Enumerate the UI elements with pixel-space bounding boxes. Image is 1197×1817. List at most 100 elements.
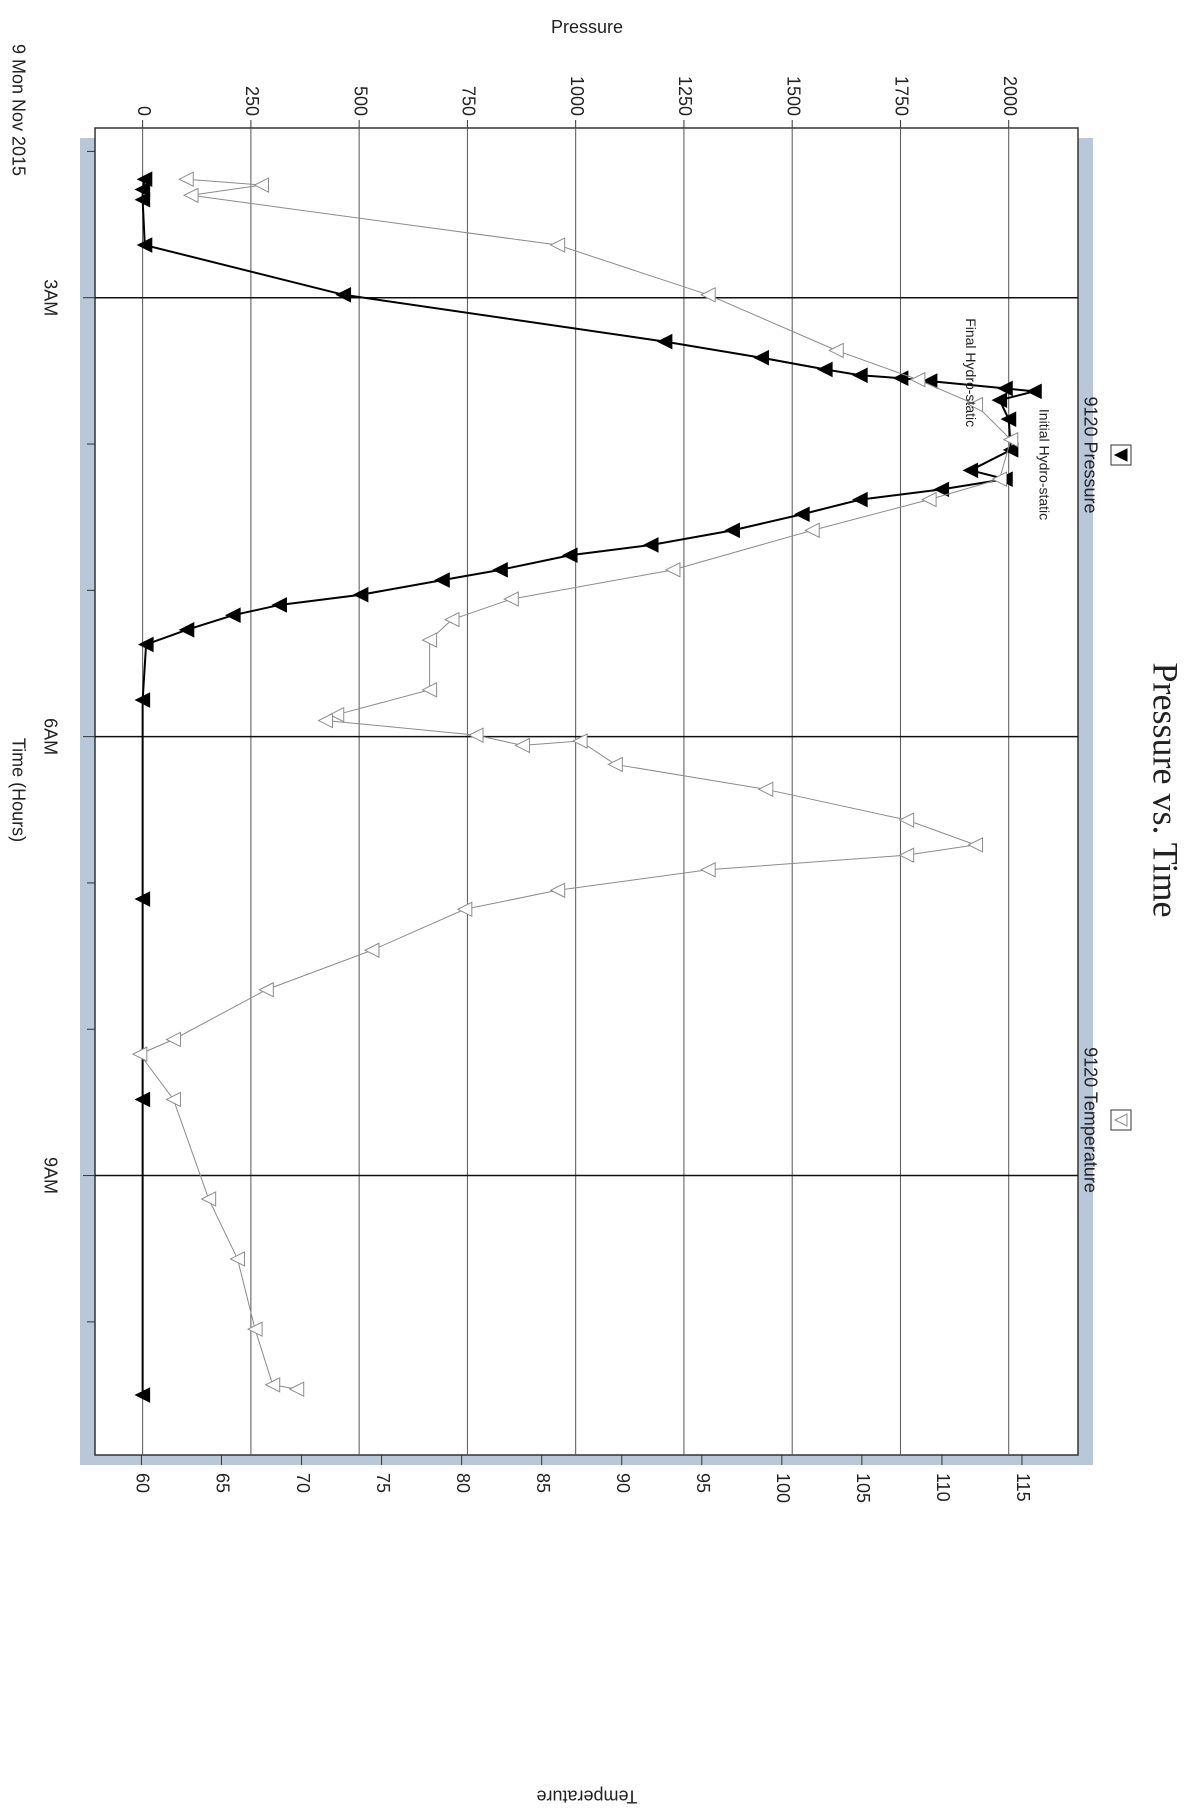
chart-title: Pressure vs. Time	[1146, 662, 1186, 917]
data-marker	[131, 1046, 148, 1062]
data-marker	[757, 781, 774, 798]
data-marker	[134, 181, 151, 198]
plot-area	[94, 127, 1079, 1456]
y2-tick-label: 75	[373, 1473, 393, 1493]
data-marker	[456, 901, 473, 918]
y2-tick-label: 105	[853, 1473, 873, 1503]
data-marker	[991, 392, 1008, 408]
data-marker	[997, 380, 1013, 397]
data-marker	[134, 1387, 151, 1403]
data-marker	[549, 237, 566, 253]
y-tick-label: 1500	[783, 76, 803, 116]
y-tick-label: 2000	[1000, 76, 1020, 116]
y2-tick-label: 85	[533, 1473, 553, 1493]
rotated-chart: Pressure vs. Time 9 Mon Nov 2015 Time (H…	[8, 17, 1185, 1807]
data-marker	[288, 1381, 305, 1397]
data-marker	[134, 1091, 151, 1108]
y2-tick-label: 65	[213, 1473, 233, 1493]
y2-tick-label: 60	[133, 1473, 153, 1493]
data-marker	[200, 1191, 217, 1207]
data-marker	[363, 942, 380, 959]
data-marker	[909, 371, 926, 388]
data-marker	[137, 636, 154, 653]
y2-tick-label: 90	[613, 1473, 633, 1493]
y2-tick-label: 80	[453, 1473, 473, 1493]
date-label: 9 Mon Nov 2015	[8, 44, 28, 176]
data-marker	[852, 491, 868, 508]
data-marker	[492, 562, 508, 578]
y2-axis-title: Temperature	[536, 1786, 637, 1806]
data-marker	[920, 491, 937, 508]
y2-tick-label: 115	[1013, 1473, 1033, 1502]
data-marker	[933, 481, 950, 498]
data-marker	[700, 286, 716, 303]
data-marker	[246, 1321, 263, 1337]
data-marker	[443, 611, 460, 628]
annotation: Initial Hydro-static	[1037, 409, 1053, 520]
data-marker	[724, 522, 740, 539]
data-marker	[467, 727, 484, 743]
annotation: Final Hydro-static	[963, 318, 979, 427]
data-marker	[967, 837, 984, 853]
data-marker	[1002, 431, 1019, 448]
x-axis-title: Time (Hours)	[8, 738, 28, 842]
data-marker	[804, 522, 820, 539]
y-tick-label: 500	[350, 86, 370, 116]
data-marker	[967, 396, 984, 413]
data-marker	[317, 712, 334, 729]
y2-tick-label: 70	[293, 1473, 313, 1493]
data-marker	[136, 237, 153, 253]
data-marker	[571, 733, 588, 749]
data-marker	[607, 756, 623, 773]
y-axis-title: Pressure	[551, 17, 623, 37]
data-marker	[352, 586, 369, 603]
data-marker	[134, 891, 151, 907]
data-marker	[225, 607, 241, 624]
data-marker	[549, 882, 566, 899]
data-marker	[258, 981, 274, 998]
data-marker	[434, 572, 450, 588]
data-marker	[178, 171, 194, 188]
data-marker	[328, 706, 345, 723]
data-marker	[182, 187, 199, 204]
data-marker	[816, 361, 833, 378]
data-marker	[134, 692, 151, 708]
data-marker	[794, 506, 810, 523]
data-marker	[134, 191, 151, 208]
data-marker	[700, 861, 716, 878]
data-marker	[514, 737, 530, 754]
data-marker	[642, 537, 659, 553]
data-marker	[991, 471, 1008, 487]
data-marker	[1026, 383, 1042, 400]
series-line	[139, 178, 1012, 1390]
data-marker	[421, 682, 438, 698]
data-marker	[165, 1091, 181, 1108]
y-tick-label: 1000	[567, 76, 587, 116]
data-marker	[753, 349, 769, 366]
data-marker	[253, 177, 270, 193]
y2-tick-label: 100	[773, 1473, 793, 1503]
y2-tick-label: 110	[933, 1473, 953, 1502]
data-marker	[165, 1031, 181, 1048]
x-tick-label: 6AM	[40, 718, 60, 755]
legend-marker	[1113, 1113, 1128, 1127]
y-tick-label: 250	[242, 86, 262, 116]
data-marker	[898, 812, 915, 828]
data-marker	[178, 622, 195, 638]
y-tick-label: 0	[134, 106, 154, 116]
data-marker	[852, 367, 868, 384]
data-marker	[656, 333, 673, 350]
data-marker	[271, 597, 287, 613]
legend-marker	[1113, 448, 1128, 462]
data-marker	[664, 562, 681, 578]
data-marker	[561, 547, 578, 564]
x-tick-label: 3AM	[40, 279, 60, 316]
legend-label: 9120 Pressure	[1080, 396, 1100, 513]
y-tick-label: 750	[459, 86, 479, 116]
data-marker	[335, 286, 352, 303]
data-marker	[898, 847, 915, 863]
y-tick-label: 1750	[892, 76, 912, 116]
data-marker	[1000, 411, 1017, 427]
